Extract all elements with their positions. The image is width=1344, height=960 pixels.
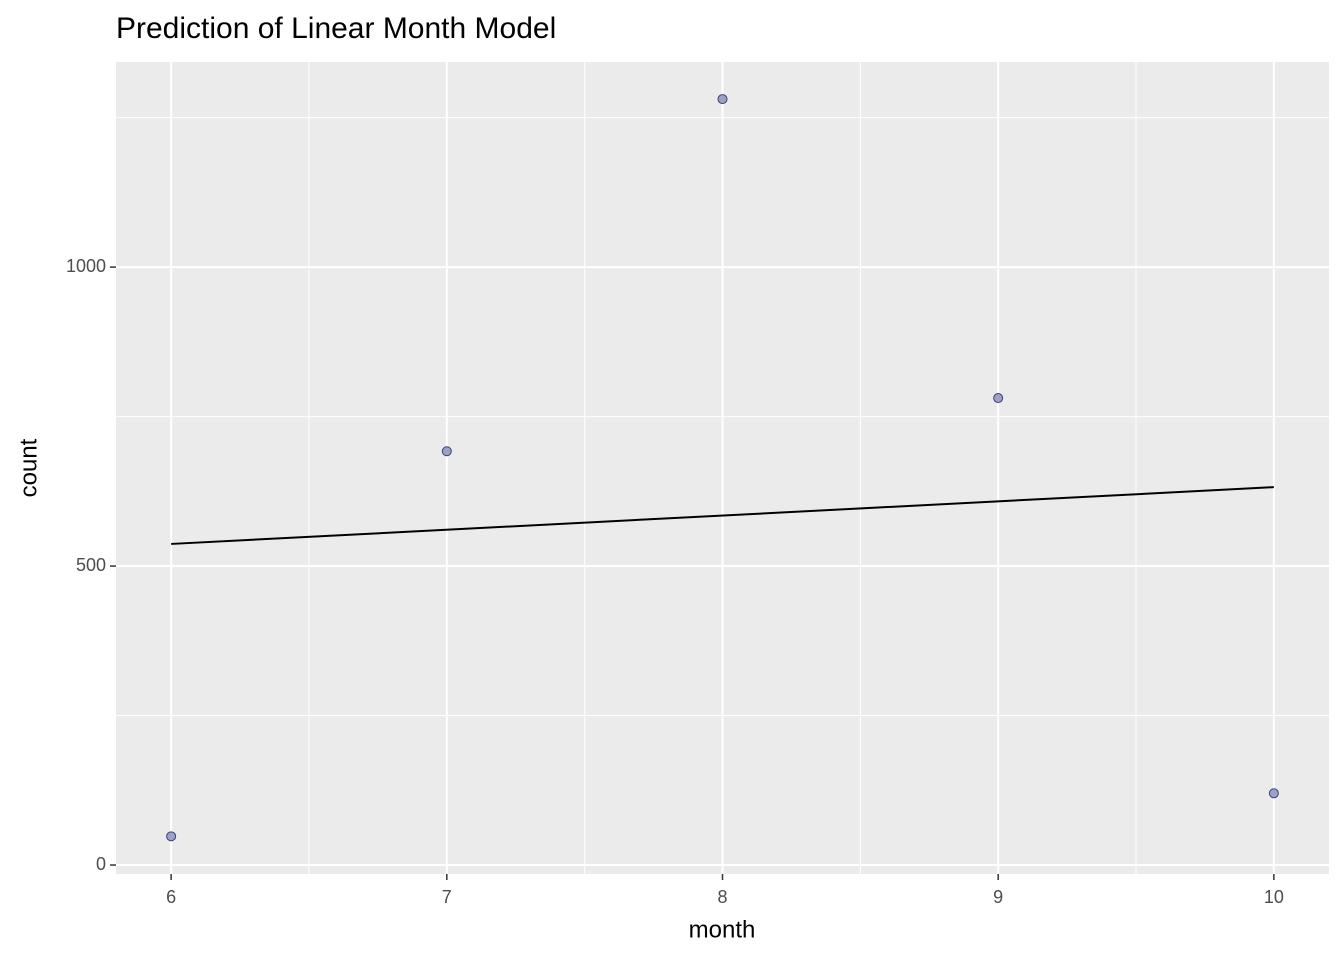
x-tick-label: 6	[166, 887, 176, 907]
y-axis-label: count	[15, 438, 42, 497]
x-tick-label: 7	[442, 887, 452, 907]
y-tick-label: 500	[76, 555, 106, 575]
fit-line	[171, 486, 1274, 545]
x-axis-label: month	[689, 916, 756, 943]
x-tick-label: 9	[993, 887, 1003, 907]
y-tick-label: 0	[96, 854, 106, 874]
x-tick-label: 10	[1264, 887, 1284, 907]
point	[1268, 788, 1279, 799]
point	[441, 446, 452, 457]
chart-title: Prediction of Linear Month Model	[116, 12, 556, 45]
point	[993, 393, 1004, 404]
x-tick-label: 8	[717, 887, 727, 907]
point	[717, 94, 728, 105]
y-tick-label: 1000	[66, 256, 106, 276]
point	[166, 831, 177, 842]
